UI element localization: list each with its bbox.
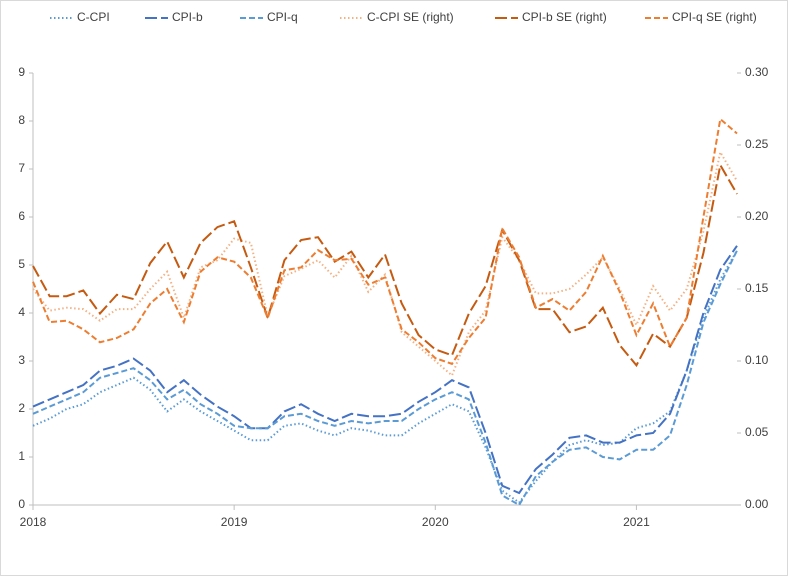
y2-tick-label: 0.10 — [745, 353, 769, 367]
y-tick-label: 1 — [18, 449, 25, 463]
y-tick-label: 7 — [18, 161, 25, 175]
y-tick-label: 5 — [18, 257, 25, 271]
legend-label: CPI-q SE (right) — [672, 10, 757, 24]
y-tick-label: 6 — [18, 209, 25, 223]
y-tick-label: 3 — [18, 353, 25, 367]
legend-label: C-CPI SE (right) — [367, 10, 454, 24]
y2-tick-label: 0.15 — [745, 281, 769, 295]
series-line — [32, 162, 738, 368]
x-tick-label: 2018 — [20, 515, 47, 529]
y2-tick-label: 0.00 — [745, 497, 769, 511]
y-tick-label: 8 — [18, 113, 25, 127]
y2-tick-label: 0.05 — [745, 425, 769, 439]
x-tick-label: 2020 — [422, 515, 449, 529]
legend-label: CPI-b SE (right) — [522, 10, 607, 24]
y-tick-label: 0 — [18, 497, 25, 511]
y2-tick-label: 0.25 — [745, 137, 769, 151]
series-line — [32, 149, 738, 378]
legend-label: CPI-b — [172, 10, 203, 24]
y-tick-label: 2 — [18, 401, 25, 415]
y-tick-label: 9 — [18, 65, 25, 79]
series-line — [32, 117, 738, 366]
y2-tick-label: 0.20 — [745, 209, 769, 223]
series-line — [32, 245, 738, 495]
y2-tick-label: 0.30 — [745, 65, 769, 79]
legend-label: CPI-q — [267, 10, 298, 24]
legend-label: C-CPI — [77, 10, 110, 24]
x-tick-label: 2021 — [623, 515, 650, 529]
x-tick-label: 2019 — [221, 515, 248, 529]
series-line — [32, 250, 738, 507]
y-tick-label: 4 — [18, 305, 25, 319]
